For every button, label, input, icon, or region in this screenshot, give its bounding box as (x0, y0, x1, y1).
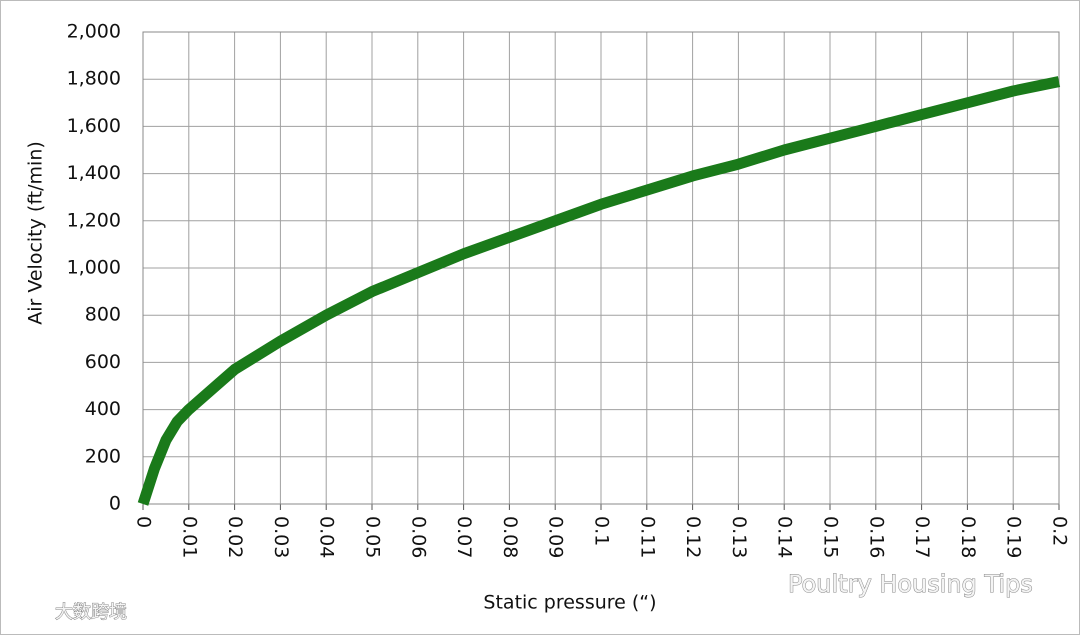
x-tick-label: 0.02 (224, 516, 246, 558)
y-tick-label: 400 (85, 398, 121, 420)
y-tick-label: 1,600 (67, 115, 121, 137)
line (137, 76, 1061, 506)
y-tick-label: 2,000 (67, 21, 121, 43)
x-tick-label: 0.18 (957, 516, 979, 558)
watermark: 大数跨境 (55, 602, 127, 623)
x-tick-label: 0.16 (865, 516, 887, 558)
y-tick-label: 600 (85, 351, 121, 373)
x-tick-label: 0.06 (407, 516, 429, 558)
x-tick-label: 0.19 (1003, 516, 1025, 558)
x-tick-label: 0.11 (636, 516, 658, 558)
x-tick-label: 0.17 (911, 516, 933, 558)
x-tick-label: 0.07 (453, 516, 475, 558)
x-tick-label: 0.03 (270, 516, 292, 558)
x-tick-label: 0.14 (774, 516, 796, 558)
y-tick-label: 1,200 (67, 209, 121, 231)
y-tick-label: 1,800 (67, 68, 121, 90)
x-tick-label: 0.01 (178, 516, 200, 558)
plot-border (142, 31, 1060, 505)
y-axis-title: Air Velocity (ft/min) (25, 141, 47, 325)
y-tick-label: 200 (85, 445, 121, 467)
watermark: Poultry Housing Tips (788, 570, 1033, 598)
x-tick-label: 0.2 (1049, 516, 1071, 546)
x-axis-title: Static pressure (“) (483, 592, 656, 614)
y-tick-label: 1,000 (67, 257, 121, 279)
y-tick-label: 800 (85, 304, 121, 326)
x-tick-label: 0.04 (316, 516, 338, 558)
x-tick-label: 0.09 (545, 516, 567, 558)
x-tick-label: 0.05 (362, 516, 384, 558)
x-tick-label: 0.1 (591, 516, 613, 546)
x-tick-label: 0 (133, 516, 155, 528)
y-tick-label: 0 (109, 493, 121, 515)
x-tick-label: 0.12 (682, 516, 704, 558)
x-tick-label: 0.08 (499, 516, 521, 558)
x-tick-label: 0.15 (820, 516, 842, 558)
y-tick-label: 1,400 (67, 162, 121, 184)
x-tick-label: 0.13 (728, 516, 750, 558)
